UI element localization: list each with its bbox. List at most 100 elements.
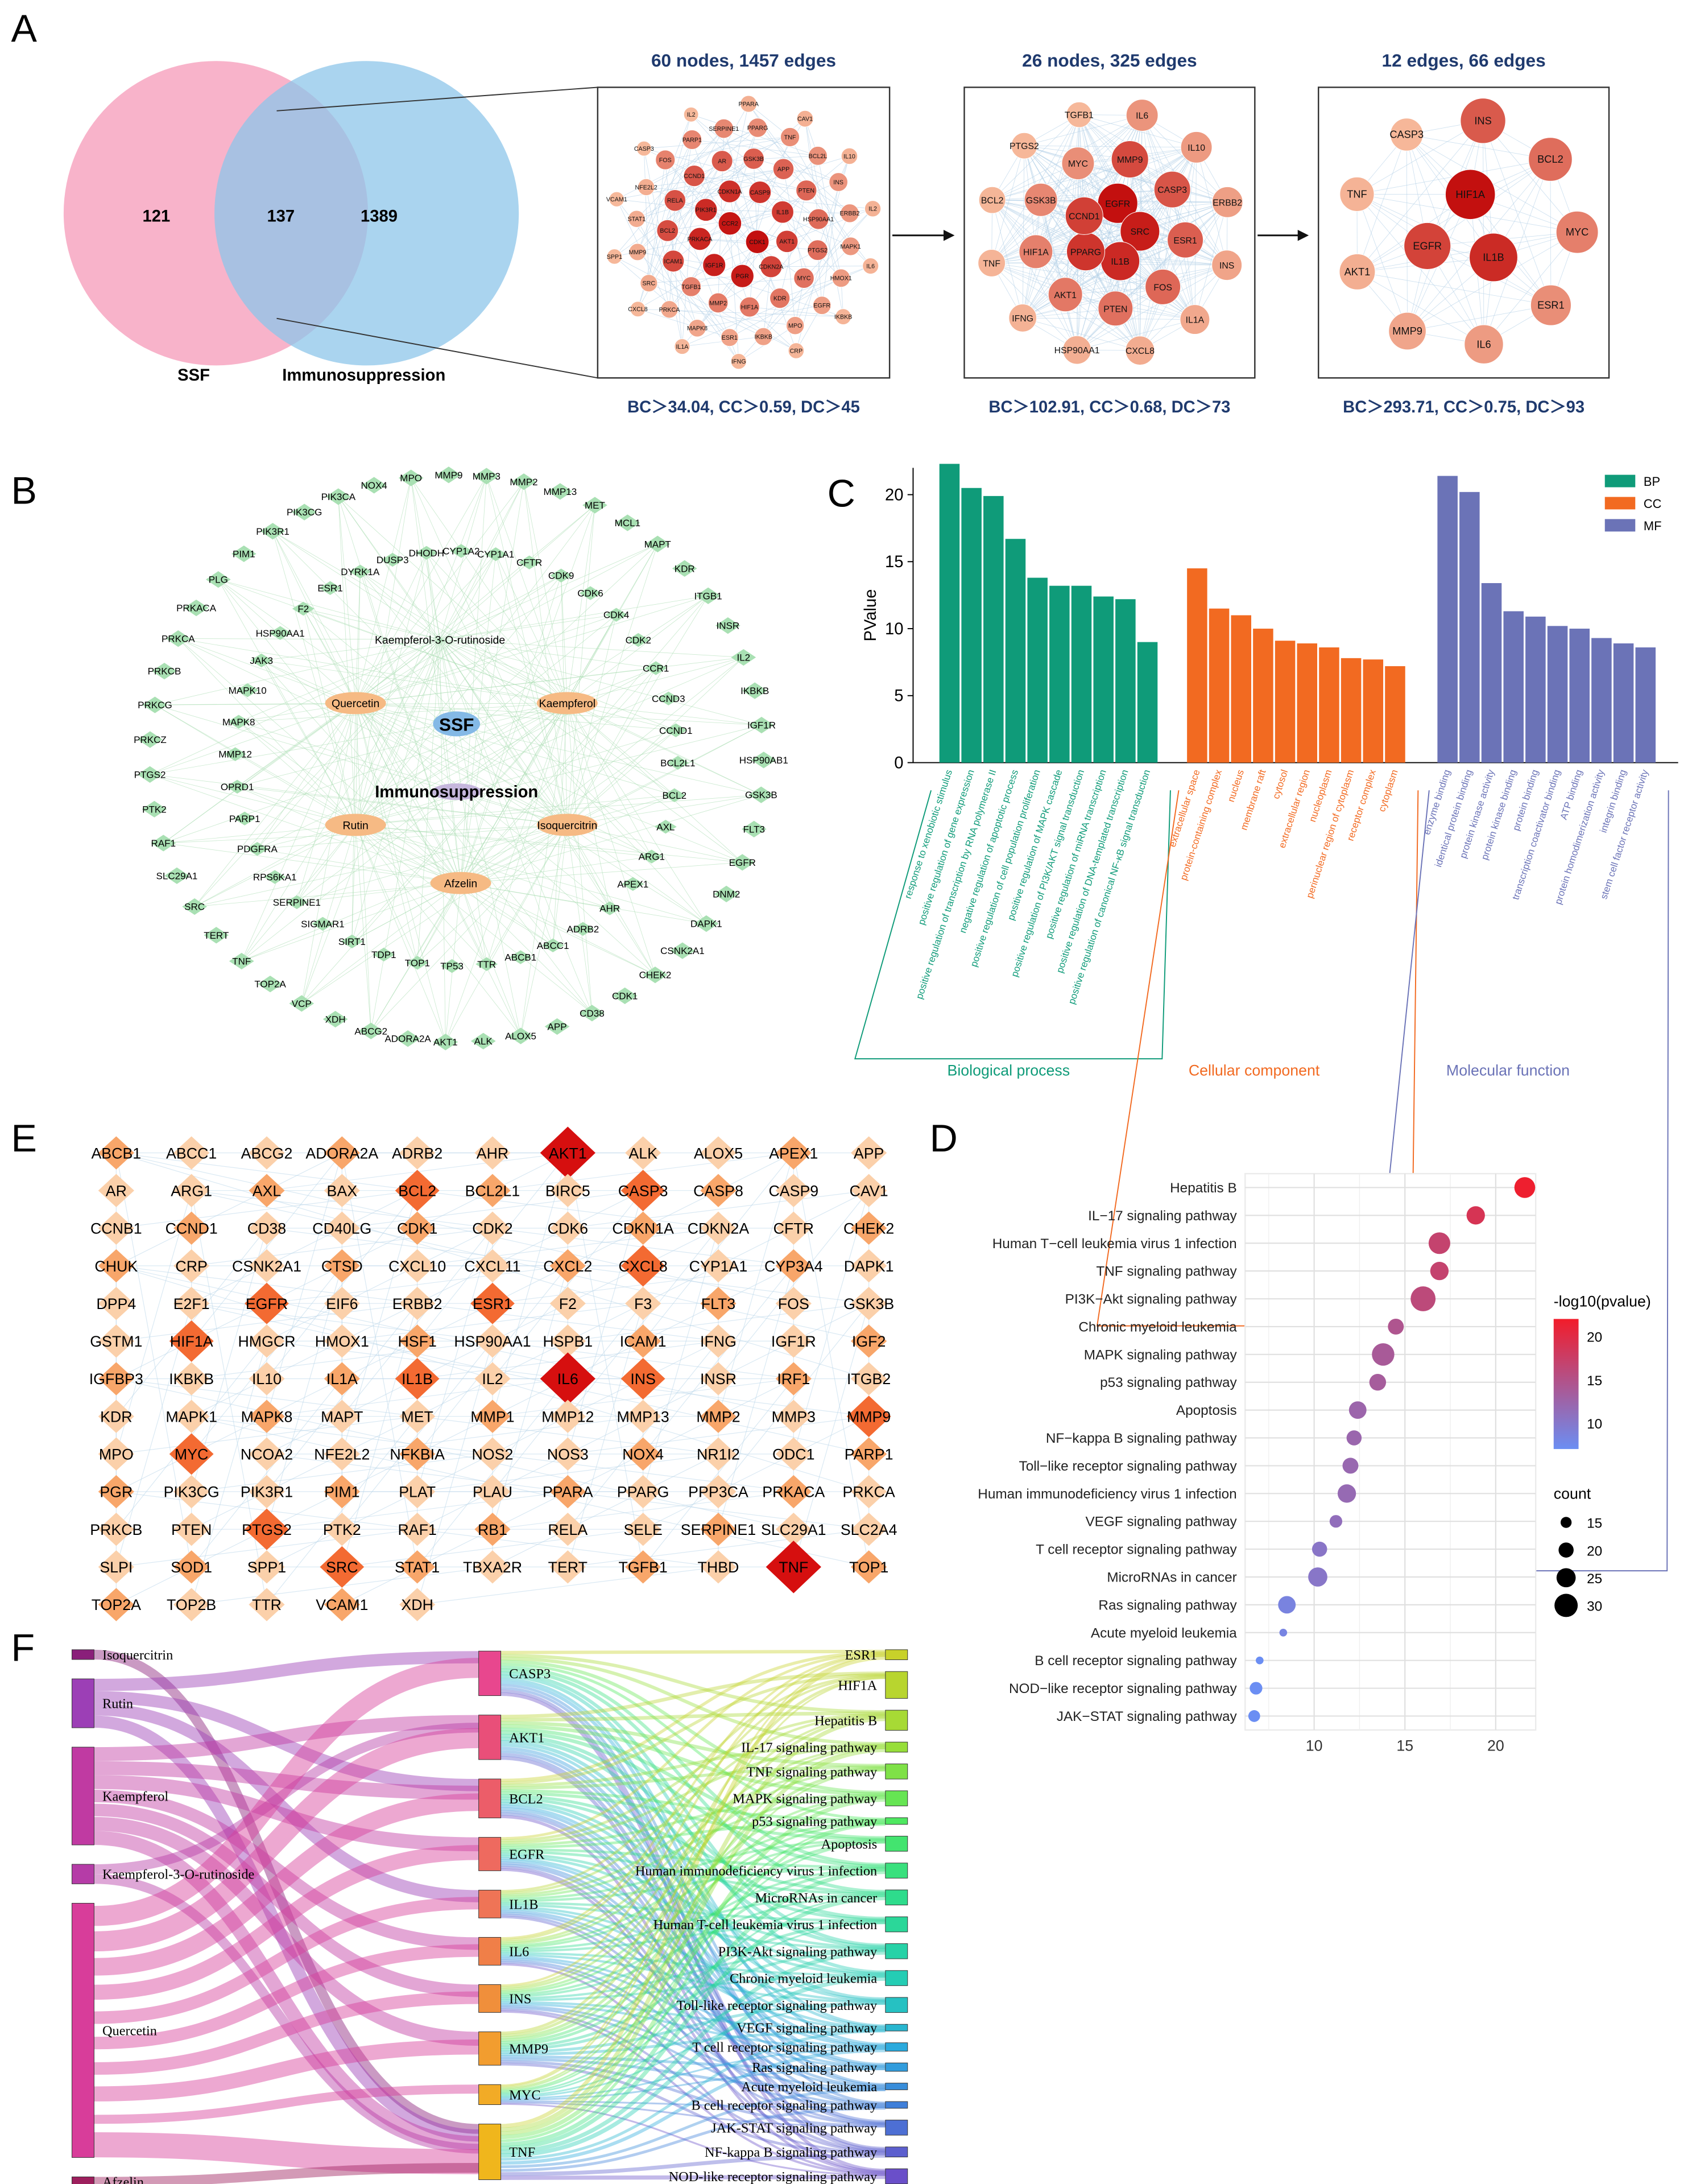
- sankey-link-right: [500, 1868, 886, 2046]
- network-edge: [646, 127, 758, 188]
- grid-edge: [417, 1416, 643, 1530]
- network-edge: [637, 251, 730, 338]
- network-node: [1024, 183, 1058, 217]
- sankey-target-label: IL6: [509, 1944, 529, 1959]
- sankey-link-right: [500, 1950, 886, 2154]
- sankey-link-left: [94, 1728, 479, 1952]
- sankey-link-right: [500, 1716, 886, 2037]
- panel-b-edge: [566, 614, 617, 825]
- pathway-dot: [1372, 1343, 1395, 1366]
- target-label: CXCL10: [388, 1258, 446, 1275]
- panel-b-edge: [355, 668, 656, 825]
- pathway-dot: [1348, 1401, 1367, 1419]
- sankey-pathway-label: Acute myeloid leukemia: [741, 2079, 877, 2095]
- sankey-pathway-label: IL-17 signaling pathway: [741, 1740, 878, 1756]
- network-node: [637, 178, 655, 196]
- sankey-link-right: [500, 1727, 886, 1840]
- panel-label-d: D: [930, 1117, 958, 1160]
- network-edge: [697, 305, 822, 329]
- target-label: MMP2: [696, 1408, 740, 1425]
- target-diamond: [851, 1211, 887, 1245]
- network-node-label: INS: [1219, 261, 1234, 271]
- panel-b-edge: [566, 824, 593, 1013]
- panel-b-edge: [460, 883, 487, 964]
- network-node-label: RELA: [667, 197, 684, 204]
- y-tick-label: 0: [894, 754, 903, 772]
- network-edge: [1065, 265, 1227, 295]
- panel-b-edge: [440, 639, 487, 964]
- target-label: NOX4: [622, 1446, 664, 1463]
- go-bar: [1027, 577, 1048, 763]
- network-edge: [753, 158, 839, 183]
- panel-b-edge: [566, 668, 656, 825]
- y-axis-label: PValue: [862, 589, 880, 642]
- go-bar: [1231, 615, 1251, 763]
- panel-b-edge: [440, 575, 561, 640]
- panel-b-edge: [355, 595, 709, 704]
- target-label: IL2: [737, 653, 750, 663]
- panel-b-edge: [355, 703, 676, 731]
- network-node-label: MAPK8: [687, 325, 708, 332]
- network-node-label: CDK1: [749, 239, 766, 246]
- panel-b-edge: [567, 725, 762, 825]
- network-node: [1404, 222, 1451, 270]
- go-bar: [1297, 643, 1318, 763]
- legend-label-bp: BP: [1644, 474, 1660, 489]
- target-diamond: [851, 1512, 887, 1546]
- panel-b-edge: [351, 703, 568, 942]
- compound-ellipse: [325, 814, 386, 836]
- target-diamond: [263, 870, 286, 884]
- sankey-target-label: AKT1: [509, 1730, 544, 1745]
- panel-b-edge: [355, 505, 595, 825]
- target-label: CHEK2: [639, 970, 672, 981]
- panel-b-edge: [272, 531, 440, 640]
- panel-b-edge: [440, 595, 709, 640]
- target-label: RAF1: [398, 1521, 436, 1538]
- pathway-dot: [1430, 1262, 1449, 1281]
- panel-b-edge: [237, 786, 568, 825]
- network-node-label: CAV1: [797, 116, 813, 123]
- panel-b-edge: [303, 608, 568, 825]
- network-node: [688, 227, 711, 251]
- target-label: F2: [297, 604, 309, 614]
- sankey-pathway-label: p53 signaling pathway: [752, 1814, 878, 1829]
- panel-b-edge: [566, 824, 656, 975]
- network-node: [772, 158, 795, 180]
- target-diamond: [582, 497, 607, 514]
- network-edge: [1040, 200, 1078, 350]
- sankey-compound-label: Kaempferol: [102, 1789, 168, 1805]
- y-tick-label: 5: [894, 687, 903, 705]
- sankey-link-right: [500, 1793, 886, 1847]
- network-node: [840, 204, 859, 223]
- sankey-node-compound: [72, 1747, 94, 1846]
- network-edge: [667, 158, 754, 231]
- target-label: BCL2: [398, 1182, 436, 1199]
- target-label: GSK3B: [843, 1295, 894, 1312]
- sankey-node-compound: [72, 1902, 94, 2158]
- grid-edge: [342, 1529, 643, 1567]
- panel-b-edge: [567, 824, 707, 924]
- target-label: PIK3CG: [287, 507, 322, 518]
- network-node: [655, 150, 676, 170]
- target-diamond: [851, 1174, 887, 1207]
- pathway-dot: [1514, 1177, 1536, 1198]
- sankey-link-right: [500, 1823, 886, 2092]
- target-label: IKBKB: [169, 1370, 214, 1388]
- panel-b-edge: [150, 774, 568, 825]
- target-diamond: [151, 835, 176, 852]
- panel-b-edge: [261, 660, 568, 825]
- target-label: ABCG2: [241, 1145, 293, 1162]
- x-tick-label: 20: [1487, 1737, 1504, 1754]
- pathway-dot: [1308, 1567, 1327, 1587]
- size-legend-label: 25: [1587, 1571, 1602, 1587]
- network-node: [831, 269, 851, 288]
- sankey-pathway-label: NOD-like receptor signaling pathway: [669, 2169, 878, 2184]
- panel-b-edge: [178, 638, 461, 883]
- panel-b-edge: [355, 824, 593, 1014]
- panel-b-edge: [355, 824, 521, 1037]
- sankey-link-right: [500, 1675, 886, 1942]
- sankey-link-right: [500, 1669, 886, 1893]
- network-node: [841, 237, 861, 256]
- target-label: MAPK8: [222, 717, 255, 728]
- network-node: [718, 211, 742, 236]
